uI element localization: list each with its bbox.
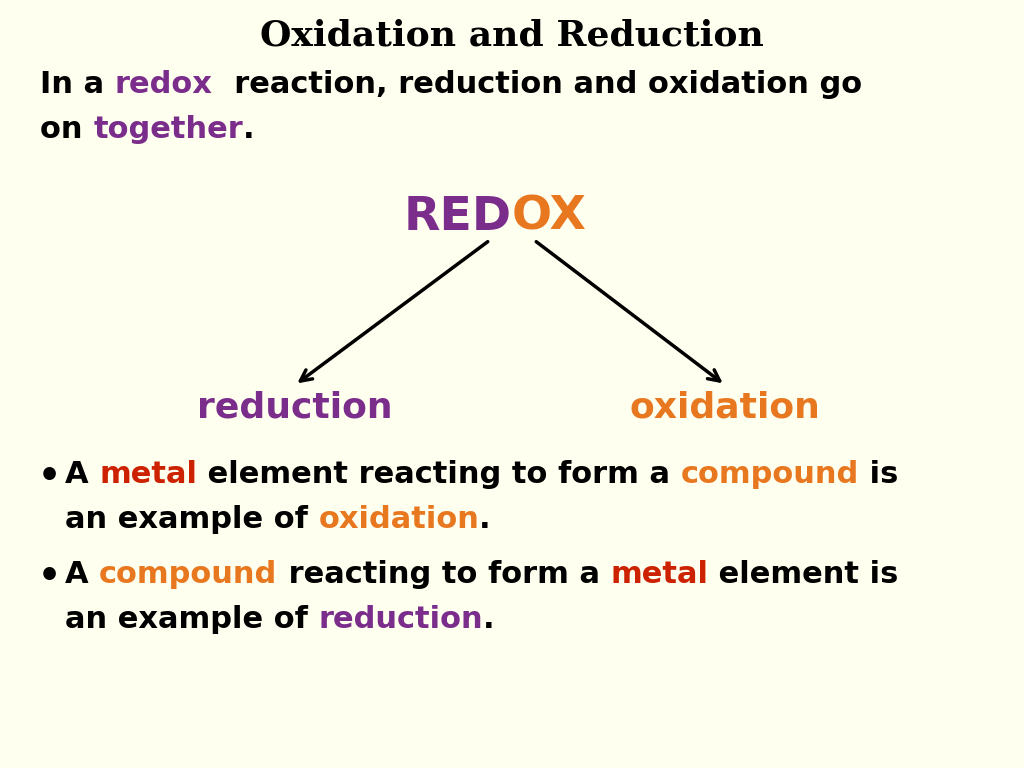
Text: compound: compound: [681, 460, 859, 489]
Text: •: •: [38, 460, 61, 494]
Text: element is: element is: [709, 560, 898, 589]
Text: .: .: [243, 115, 255, 144]
Text: metal: metal: [610, 560, 709, 589]
Text: RED: RED: [403, 195, 512, 240]
Text: is: is: [859, 460, 898, 489]
Text: .: .: [483, 605, 495, 634]
Text: Oxidation and Reduction: Oxidation and Reduction: [260, 18, 764, 52]
Text: .: .: [479, 505, 490, 534]
Text: reacting to form a: reacting to form a: [278, 560, 610, 589]
Text: compound: compound: [99, 560, 278, 589]
Text: In a: In a: [40, 70, 115, 99]
Text: OX: OX: [512, 195, 587, 240]
Text: on: on: [40, 115, 93, 144]
Text: A: A: [65, 460, 99, 489]
Text: reduction: reduction: [318, 605, 483, 634]
Text: an example of: an example of: [65, 505, 318, 534]
Text: an example of: an example of: [65, 605, 318, 634]
Text: •: •: [38, 560, 61, 594]
Text: metal: metal: [99, 460, 198, 489]
Text: reduction: reduction: [198, 390, 393, 424]
Text: oxidation: oxidation: [318, 505, 479, 534]
Text: A: A: [65, 560, 99, 589]
Text: element reacting to form a: element reacting to form a: [198, 460, 681, 489]
Text: together: together: [93, 115, 243, 144]
Text: reaction, reduction and oxidation go: reaction, reduction and oxidation go: [213, 70, 862, 99]
Text: oxidation: oxidation: [630, 390, 820, 424]
Text: redox: redox: [115, 70, 213, 99]
